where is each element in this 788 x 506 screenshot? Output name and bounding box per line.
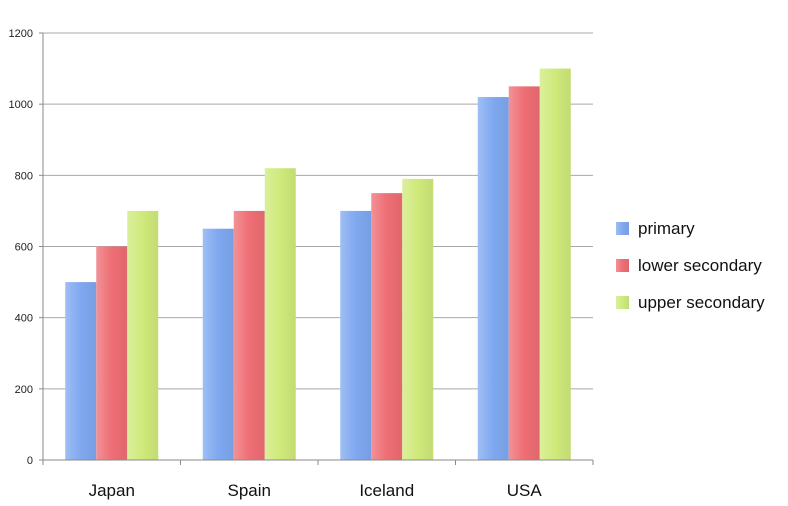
bar-iceland-upper-secondary xyxy=(402,178,434,460)
bar-spain-primary xyxy=(202,228,234,460)
bar-japan-upper-secondary xyxy=(127,210,159,460)
bar-iceland-lower-secondary xyxy=(371,193,403,460)
bar-usa-lower-secondary xyxy=(508,86,540,460)
y-tick-label: 600 xyxy=(15,242,33,254)
legend-swatch-primary xyxy=(616,222,629,235)
x-category-label-usa: USA xyxy=(507,481,543,500)
bar-usa-upper-secondary xyxy=(539,68,571,460)
y-tick-label: 1000 xyxy=(9,99,33,111)
bar-spain-lower-secondary xyxy=(233,210,265,460)
legend-swatch-lower-secondary xyxy=(616,259,629,272)
x-category-label-japan: Japan xyxy=(89,481,135,500)
y-tick-label: 200 xyxy=(15,384,33,396)
legend-label-lower-secondary: lower secondary xyxy=(638,256,762,275)
x-category-label-spain: Spain xyxy=(228,481,271,500)
y-tick-label: 400 xyxy=(15,313,33,325)
legend-swatch-upper-secondary xyxy=(616,296,629,309)
legend-label-primary: primary xyxy=(638,219,695,238)
bar-usa-primary xyxy=(477,97,509,461)
legend-label-upper-secondary: upper secondary xyxy=(638,293,765,312)
bar-layer xyxy=(65,68,571,461)
bar-spain-upper-secondary xyxy=(264,168,296,460)
legend: primary lower secondary upper secondary xyxy=(616,219,765,312)
bar-japan-lower-secondary xyxy=(96,246,128,460)
x-category-label-iceland: Iceland xyxy=(359,481,414,500)
bar-iceland-primary xyxy=(340,210,372,460)
bar-japan-primary xyxy=(65,282,97,460)
y-tick-label: 800 xyxy=(15,170,33,182)
axis-layer: 0 200 400 600 800 1000 1200 Japan Spain Iceland US… xyxy=(9,28,594,500)
y-tick-label: 1200 xyxy=(9,28,33,40)
y-tick-label: 0 xyxy=(27,455,33,467)
